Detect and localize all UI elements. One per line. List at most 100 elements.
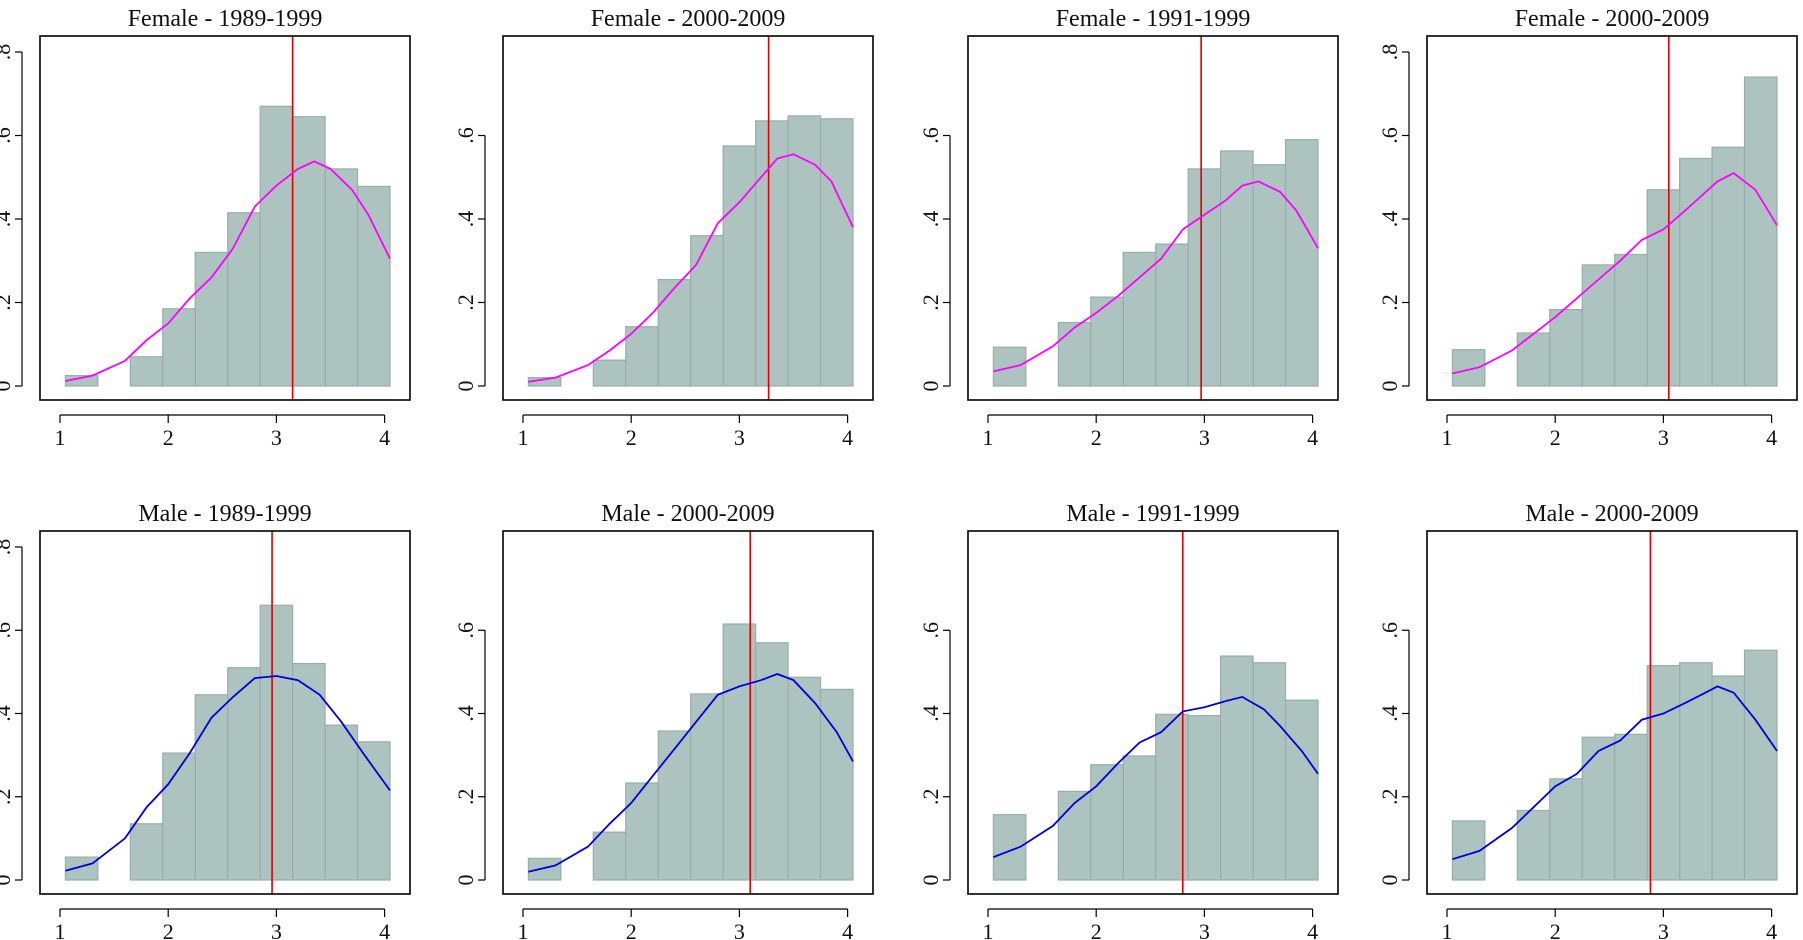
histogram-bar [259,105,294,387]
y-tick-label: .2 [1377,294,1402,311]
x-tick-label: 4 [1307,425,1318,450]
histogram-bar [227,667,261,881]
y-tick-label: 0 [453,875,478,886]
x-tick-label: 1 [55,425,66,450]
histogram-bar [324,168,359,387]
y-tick-label: .4 [918,705,943,722]
histogram-bar [324,724,359,881]
histogram-bar [356,741,391,881]
y-tick-label: .2 [918,789,943,806]
histogram-bar [722,145,757,387]
y-tick-label: .4 [918,211,943,228]
density-curve [993,695,1319,858]
y-tick-label: .4 [0,705,15,722]
histogram-bar [1743,649,1778,881]
histogram-bar [1679,157,1713,387]
plot-frame [502,530,874,895]
plot-frame [967,530,1339,895]
histogram-bar [690,693,724,881]
density-curve [993,180,1319,373]
histogram-bar [1090,296,1124,387]
x-tick-label: 4 [1766,919,1777,940]
panel-title: Female - 2000-2009 [1515,6,1710,32]
x-tick-label: 4 [1307,919,1318,940]
y-tick-label: .2 [0,789,15,806]
histogram-bar [992,814,1027,881]
panel-title: Male - 1989-1999 [138,501,311,527]
x-tick-label: 2 [1091,919,1102,940]
chart-panel: Male - 1991-1999 1 2 3 4 0 .2 .4 .6 [918,501,1339,940]
histogram-bar [162,752,196,881]
histogram-bar [1679,662,1713,881]
histogram-bar [592,359,627,387]
histogram-bar [1516,332,1551,387]
y-tick-label: 0 [0,875,15,886]
x-tick-label: 4 [379,919,390,940]
histogram-bar [1646,665,1681,881]
plot-frame [1426,35,1798,401]
histogram-bar [194,251,229,387]
histogram-bar [259,604,294,881]
chart-panel: Male - 2000-2009 1 2 3 4 0 .2 .4 .6 [1377,501,1798,940]
x-tick-label: 3 [1658,425,1669,450]
histogram-bar [194,694,229,881]
x-tick-label: 2 [1550,919,1561,940]
histogram-bar [1284,139,1319,387]
histogram-bar [787,115,822,387]
y-tick-label: 0 [1377,381,1402,392]
x-tick-label: 1 [518,425,529,450]
x-tick-label: 1 [1442,425,1453,450]
histogram-bar [819,688,854,881]
x-tick-label: 3 [1199,425,1210,450]
y-tick-label: .2 [453,294,478,311]
histogram-bar [129,356,164,387]
histogram-bar [292,662,326,881]
y-tick-label: .6 [1377,622,1402,639]
density-curve [528,673,854,873]
histogram-bar [1284,699,1319,881]
density-curve [528,153,854,383]
histogram-bar [527,857,562,881]
chart-panel: Male - 1989-1999 1 2 3 4 0 .2 .4 .6 .8 [0,501,411,940]
x-tick-label: 3 [734,425,745,450]
histogram-bar [1090,764,1124,881]
panel-title: Male - 1991-1999 [1066,501,1239,527]
plot-frame [967,35,1339,401]
x-tick-label: 2 [1091,425,1102,450]
plot-frame [502,35,874,401]
x-tick-label: 4 [842,425,853,450]
y-tick-label: .8 [0,44,15,61]
y-tick-label: .8 [0,539,15,556]
y-tick-label: .6 [918,622,943,639]
x-tick-label: 3 [1199,919,1210,940]
y-tick-label: .6 [0,127,15,144]
x-tick-label: 2 [626,425,637,450]
histogram-bar [690,235,724,387]
panel-title: Female - 1991-1999 [1056,6,1251,32]
x-tick-label: 2 [163,919,174,940]
density-curve [65,675,391,872]
chart-panel: Female - 1991-1999 1 2 3 4 0 .2 .4 .6 [918,6,1339,450]
histogram-bar [292,116,326,387]
x-tick-label: 1 [55,919,66,940]
histogram-bar [819,118,854,387]
histogram-bar [1155,243,1189,387]
histogram-bar [227,212,261,387]
panel-title: Male - 2000-2009 [1525,501,1698,527]
plot-frame [39,35,411,401]
y-tick-label: .4 [453,211,478,228]
x-tick-label: 2 [1550,425,1561,450]
chart-panel: Male - 2000-2009 1 2 3 4 0 .2 .4 .6 [453,501,874,940]
x-tick-label: 1 [1442,919,1453,940]
histogram-bar [1187,168,1222,387]
y-tick-label: 0 [918,875,943,886]
y-tick-label: .6 [0,622,15,639]
chart-panel: Female - 2000-2009 1 2 3 4 0 .2 .4 .6 .8 [1377,6,1798,450]
y-tick-label: .4 [0,211,15,228]
y-tick-label: .2 [0,294,15,311]
x-tick-label: 2 [626,919,637,940]
histogram-bar [1187,714,1222,881]
histogram-bar [1743,76,1778,387]
x-tick-label: 3 [271,919,282,940]
x-tick-label: 3 [734,919,745,940]
